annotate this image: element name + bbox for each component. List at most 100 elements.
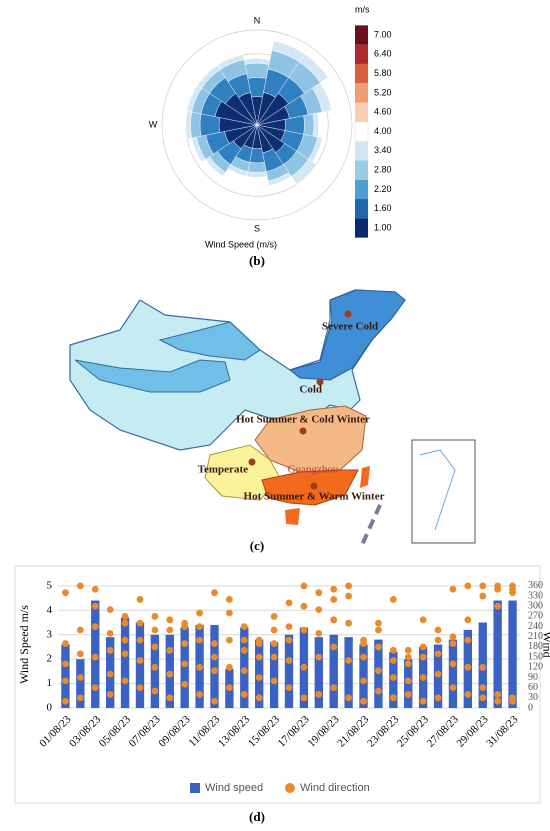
- y2-tick-label: 180: [528, 641, 543, 652]
- direction-dot: [106, 629, 114, 637]
- direction-dot: [181, 660, 189, 668]
- direction-dot: [196, 691, 203, 698]
- rose-segment: [244, 63, 270, 79]
- direction-dot: [62, 677, 69, 685]
- colorbar-tick-label: 5.20: [374, 87, 392, 97]
- x-tick-label: 31/08/23: [484, 713, 520, 749]
- direction-dot: [91, 585, 99, 593]
- direction-dot: [270, 613, 278, 620]
- y2-axis-label: Wind: [540, 631, 550, 657]
- rose-segment: [298, 53, 329, 84]
- direction-dot: [315, 589, 323, 597]
- bar: [150, 634, 160, 708]
- direction-dot: [404, 660, 412, 668]
- plot-frame: [14, 565, 541, 804]
- direction-dot: [240, 691, 248, 698]
- direction-dot: [166, 616, 174, 624]
- direction-dot: [375, 667, 382, 675]
- direction-dot: [404, 677, 412, 685]
- direction-dot: [315, 606, 323, 614]
- compass-label: N: [254, 15, 261, 25]
- region-label: Severe Cold: [322, 321, 378, 333]
- direction-dot: [419, 674, 427, 681]
- direction-dot: [404, 646, 412, 654]
- colorbar-tick-label: 6.40: [374, 49, 392, 59]
- bar: [269, 642, 279, 708]
- y2-tick-label: 240: [528, 621, 543, 632]
- direction-dot: [434, 694, 442, 702]
- direction-dot: [315, 691, 323, 698]
- direction-dot: [106, 691, 114, 698]
- axis-label: Wind Speed (m/s): [205, 239, 277, 249]
- region-label: Cold: [299, 384, 322, 396]
- direction-dot: [255, 694, 263, 702]
- ring: [161, 29, 353, 221]
- map-shapes: [69, 289, 476, 546]
- direction-dot: [494, 697, 502, 705]
- bar: [120, 617, 130, 708]
- colorbar-tick-label: 2.20: [374, 184, 392, 194]
- direction-dot: [389, 657, 397, 664]
- direction-dot: [76, 626, 84, 634]
- direction-dot: [375, 687, 382, 695]
- colorbar-swatch: [355, 199, 368, 219]
- direction-dot: [419, 697, 427, 705]
- direction-dot: [181, 619, 189, 627]
- y2-tick-label: 0: [528, 702, 533, 713]
- direction-dot: [166, 626, 174, 634]
- direction-dot: [434, 626, 442, 634]
- direction-dot: [375, 619, 382, 627]
- direction-dot: [479, 592, 487, 600]
- direction-dot: [479, 684, 487, 692]
- y-tick-label: 0: [47, 702, 53, 714]
- direction-dot: [449, 660, 457, 668]
- direction-dot: [196, 663, 203, 671]
- direction-dot: [315, 629, 323, 637]
- bar: [61, 644, 70, 708]
- direction-dot: [166, 670, 174, 678]
- direction-dot: [196, 609, 203, 617]
- legend-label: Wind speed: [205, 782, 263, 794]
- direction-dot: [225, 609, 233, 617]
- direction-dot: [106, 670, 114, 678]
- x-tick-label: 11/08/23: [187, 713, 223, 749]
- direction-dot: [106, 646, 114, 654]
- colorbar-tick-label: 7.00: [374, 29, 392, 39]
- direction-dot: [300, 694, 308, 702]
- colorbar-swatch: [355, 63, 368, 84]
- direction-dot: [76, 674, 84, 681]
- legend-swatch: [285, 783, 295, 793]
- rose-segment: [199, 113, 220, 137]
- y2-tick-label: 270: [528, 611, 543, 622]
- direction-dot: [345, 657, 353, 664]
- direction-dot: [375, 643, 382, 651]
- bar: [344, 637, 353, 708]
- direction-dot: [360, 636, 367, 644]
- direction-dot: [62, 589, 69, 597]
- direction-dot: [345, 619, 353, 627]
- colorbar-tick-label: 1.00: [374, 222, 392, 232]
- compass-label: S: [254, 223, 260, 233]
- direction-dot: [211, 697, 218, 705]
- direction-dot: [136, 684, 144, 692]
- colorbar-tick-label: 4.00: [374, 126, 392, 136]
- direction-dot: [76, 582, 84, 590]
- direction-dot: [300, 663, 308, 671]
- colorbar-swatch: [354, 121, 369, 142]
- direction-dot: [76, 650, 84, 658]
- direction-dot: [300, 626, 308, 634]
- direction-dot: [285, 684, 293, 692]
- colorbar-unit: m/s: [355, 4, 370, 14]
- colorbar-tick-label: 5.80: [374, 68, 392, 78]
- direction-dot: [211, 667, 218, 675]
- direction-dot: [240, 636, 248, 644]
- x-tick-label: 19/08/23: [305, 713, 341, 749]
- region-label: Hot Summer & Cold Winter: [236, 414, 370, 426]
- x-tick-label: 13/08/23: [216, 713, 252, 749]
- direction-dot: [166, 694, 174, 702]
- direction-dot: [360, 653, 367, 661]
- direction-dot: [196, 623, 203, 630]
- direction-dot: [62, 697, 69, 705]
- legend-swatch: [190, 783, 200, 793]
